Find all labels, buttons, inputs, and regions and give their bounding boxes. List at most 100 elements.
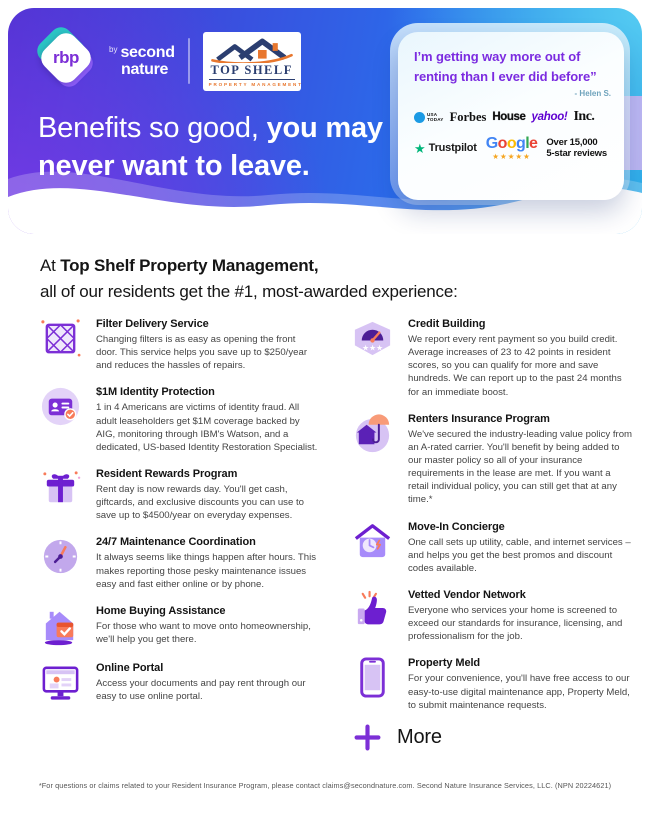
yahoo-logo: yahoo! bbox=[531, 111, 568, 123]
benefit-title: Property Meld bbox=[408, 657, 481, 670]
benefit-title: Vetted Vendor Network bbox=[408, 588, 526, 601]
benefit-description: Access your documents and pay rent throu… bbox=[96, 677, 306, 702]
forbes-logo: Forbes bbox=[449, 109, 487, 124]
top-shelf-logo: TOP SHELF PROPERTY MANAGEMENT bbox=[202, 31, 303, 91]
benefit-description: Changing filters is as easy as opening t… bbox=[96, 334, 308, 372]
testimonial-attribution: - Helen S. bbox=[574, 89, 611, 98]
benefit-title: Filter Delivery Service bbox=[96, 318, 209, 330]
reviews-count: Over 15,000 5-star reviews bbox=[546, 137, 607, 160]
rbp-logo: rbp bbox=[32, 22, 98, 92]
thumbs-up-icon bbox=[350, 587, 395, 632]
benefits-column-right: ★★★ Credit Building We report every rent… bbox=[350, 316, 634, 751]
more-label: More bbox=[397, 725, 442, 748]
reviews-count-line1: Over 15,000 bbox=[546, 136, 598, 148]
svg-text:★★★: ★★★ bbox=[362, 344, 383, 353]
house-calendar-icon bbox=[38, 603, 83, 648]
benefit-description: We report every rent payment so you buil… bbox=[408, 334, 622, 398]
benefit-title: Renters Insurance Program bbox=[408, 412, 550, 425]
trustpilot-logo: ★ Trustpilot bbox=[414, 142, 477, 155]
gift-icon bbox=[38, 466, 83, 511]
headline-bold-2: never want to leave. bbox=[38, 149, 310, 182]
benefit-title: 24/7 Maintenance Coordination bbox=[96, 536, 256, 549]
clock-icon bbox=[38, 534, 83, 579]
google-letter: e bbox=[529, 135, 538, 152]
usa-today-line2: TODAY bbox=[427, 117, 444, 122]
usa-today-circle-icon bbox=[414, 111, 425, 123]
brand-row: rbp by second nature TOP SHEL bbox=[32, 22, 303, 92]
benefit-renters-insurance: Renters Insurance Program We've secured … bbox=[350, 411, 634, 507]
footer-disclaimer: *For questions or claims related to your… bbox=[38, 781, 612, 790]
by-label: by bbox=[109, 44, 118, 54]
google-letter: o bbox=[506, 135, 517, 152]
plus-icon bbox=[354, 724, 381, 751]
credit-gauge-icon: ★★★ bbox=[350, 316, 395, 361]
reviews-row: ★ Trustpilot Google ★★★★★ Over 15,000 5-… bbox=[414, 136, 611, 161]
filter-icon bbox=[38, 316, 83, 361]
benefit-description: For those who want to move onto homeowne… bbox=[96, 620, 311, 645]
benefit-title: Credit Building bbox=[408, 318, 486, 330]
testimonial-card: I’m getting way more out of renting than… bbox=[398, 32, 624, 200]
google-wordmark: Google bbox=[486, 136, 538, 152]
rbp-logo-text: rbp bbox=[53, 47, 79, 67]
benefit-identity-protection: $1M Identity Protection 1 in 4 Americans… bbox=[38, 384, 318, 454]
benefit-description: 1 in 4 Americans are victims of identity… bbox=[96, 402, 318, 453]
top-shelf-name: TOP SHELF bbox=[208, 63, 295, 80]
intro-prefix: At bbox=[40, 256, 56, 275]
benefit-credit-building: ★★★ Credit Building We report every rent… bbox=[350, 316, 634, 399]
usa-today-line1: USA bbox=[427, 111, 438, 117]
second-label: second bbox=[120, 43, 175, 61]
benefit-home-buying: Home Buying Assistance For those who wan… bbox=[38, 603, 318, 648]
google-letter: G bbox=[485, 135, 498, 152]
smartphone-icon bbox=[350, 655, 395, 700]
intro-text: At Top Shelf Property Management, all of… bbox=[40, 253, 458, 304]
benefits-column-left: Filter Delivery Service Changing filters… bbox=[38, 316, 318, 717]
concierge-house-icon bbox=[350, 519, 395, 564]
google-logo: Google ★★★★★ bbox=[486, 136, 538, 161]
benefit-title: Online Portal bbox=[96, 661, 164, 674]
top-shelf-subtitle: PROPERTY MANAGEMENT bbox=[208, 81, 303, 87]
top-shelf-roof-icon bbox=[210, 38, 293, 63]
benefit-description: For your convenience, you'll have free a… bbox=[408, 673, 630, 711]
benefit-description: It always seems like things happen after… bbox=[96, 552, 317, 590]
brand-divider bbox=[187, 38, 190, 84]
google-stars-icon: ★★★★★ bbox=[492, 152, 531, 161]
headline-regular: Benefits so good, bbox=[38, 112, 259, 144]
benefit-maintenance-coordination: 24/7 Maintenance Coordination It always … bbox=[38, 534, 318, 590]
house-beautiful-logo: House bbox=[492, 111, 526, 123]
google-letter: l bbox=[525, 135, 530, 152]
umbrella-house-icon bbox=[350, 411, 395, 456]
benefit-property-meld: Property Meld For your convenience, you'… bbox=[350, 655, 634, 711]
benefit-description: We've secured the industry-leading value… bbox=[408, 428, 633, 506]
reviews-count-line2: 5-star reviews bbox=[546, 148, 607, 160]
id-card-icon bbox=[38, 384, 83, 429]
second-nature-wordmark: by second nature bbox=[109, 43, 175, 78]
google-letter: g bbox=[516, 135, 526, 152]
headline: Benefits so good, you may never want to … bbox=[38, 110, 383, 185]
google-letter: o bbox=[497, 135, 508, 152]
testimonial-quote: I’m getting way more out of renting than… bbox=[414, 49, 597, 84]
benefit-description: Rent day is now rewards day. You'll get … bbox=[96, 483, 304, 522]
wave-shape bbox=[8, 171, 642, 234]
intro-brand: Top Shelf Property Management, bbox=[60, 256, 319, 275]
benefit-online-portal: Online Portal Access your documents and … bbox=[38, 660, 318, 705]
more-row: More bbox=[354, 724, 634, 751]
monitor-icon bbox=[38, 660, 83, 705]
benefit-description: One call sets up utility, cable, and int… bbox=[408, 536, 631, 574]
benefit-title: $1M Identity Protection bbox=[96, 386, 215, 399]
benefit-title: Move-In Concierge bbox=[408, 520, 505, 533]
press-logos-row: USA TODAY Forbes House yahoo! Inc. bbox=[414, 109, 611, 125]
benefit-vetted-vendor: Vetted Vendor Network Everyone who servi… bbox=[350, 587, 634, 643]
usa-today-logo: USA TODAY bbox=[414, 111, 444, 123]
nature-label: nature bbox=[121, 60, 169, 78]
trustpilot-label: Trustpilot bbox=[428, 142, 477, 155]
headline-bold-1: you may bbox=[266, 112, 383, 144]
intro-line2: all of our residents get the #1, most-aw… bbox=[40, 281, 458, 301]
header-banner: rbp by second nature TOP SHEL bbox=[8, 8, 642, 234]
benefit-description: Everyone who services your home is scree… bbox=[408, 604, 623, 643]
benefit-filter-delivery: Filter Delivery Service Changing filters… bbox=[38, 316, 318, 372]
benefit-move-in-concierge: Move-In Concierge One call sets up utili… bbox=[350, 519, 634, 575]
benefit-resident-rewards: Resident Rewards Program Rent day is now… bbox=[38, 466, 318, 522]
trustpilot-star-icon: ★ bbox=[414, 140, 426, 156]
benefit-title: Home Buying Assistance bbox=[96, 604, 226, 617]
